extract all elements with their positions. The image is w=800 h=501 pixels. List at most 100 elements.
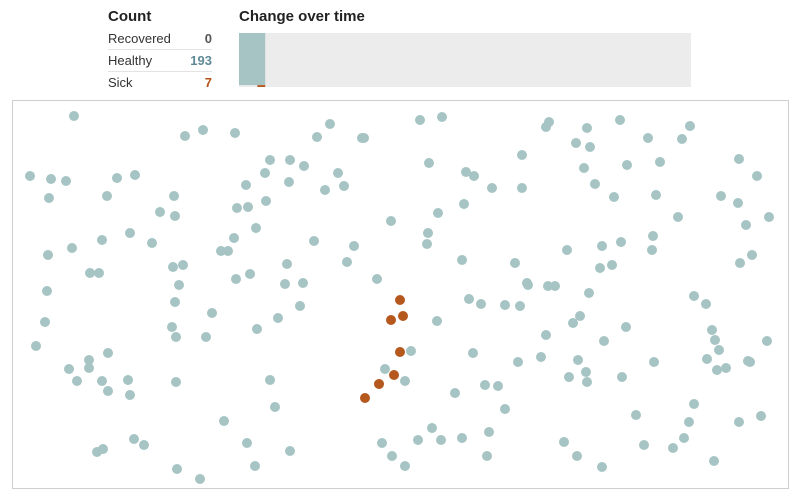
healthy-person-dot [607, 260, 617, 270]
healthy-person-dot [195, 474, 205, 484]
healthy-person-dot [261, 196, 271, 206]
healthy-person-dot [230, 128, 240, 138]
healthy-person-dot [167, 322, 177, 332]
healthy-person-dot [677, 134, 687, 144]
healthy-person-dot [476, 299, 486, 309]
healthy-person-dot [707, 325, 717, 335]
healthy-person-dot [655, 157, 665, 167]
healthy-person-dot [764, 212, 774, 222]
healthy-person-dot [517, 183, 527, 193]
healthy-person-dot [609, 192, 619, 202]
healthy-person-dot [320, 185, 330, 195]
healthy-person-dot [433, 208, 443, 218]
count-value-healthy: 193 [190, 53, 212, 68]
healthy-person-dot [590, 179, 600, 189]
count-value-sick: 7 [204, 75, 212, 90]
healthy-person-dot [735, 258, 745, 268]
healthy-person-dot [536, 352, 546, 362]
healthy-person-dot [298, 278, 308, 288]
healthy-person-dot [572, 451, 582, 461]
healthy-person-dot [72, 376, 82, 386]
healthy-person-dot [559, 437, 569, 447]
healthy-person-dot [309, 236, 319, 246]
healthy-person-dot [380, 364, 390, 374]
healthy-person-dot [178, 260, 188, 270]
healthy-person-dot [243, 202, 253, 212]
healthy-person-dot [123, 375, 133, 385]
healthy-person-dot [201, 332, 211, 342]
simulation-area [12, 100, 789, 489]
count-panel: Count Recovered 0 Healthy 193 Sick 7 [108, 6, 212, 93]
healthy-person-dot [709, 456, 719, 466]
healthy-person-dot [710, 335, 720, 345]
healthy-person-dot [595, 263, 605, 273]
change-over-time-chart [239, 33, 691, 87]
healthy-person-dot [500, 404, 510, 414]
healthy-person-dot [689, 399, 699, 409]
healthy-person-dot [621, 322, 631, 332]
healthy-person-dot [721, 363, 731, 373]
healthy-person-dot [464, 294, 474, 304]
count-title: Count [108, 8, 152, 25]
healthy-person-dot [615, 115, 625, 125]
healthy-person-dot [97, 235, 107, 245]
healthy-person-dot [400, 461, 410, 471]
healthy-person-dot [480, 380, 490, 390]
healthy-person-dot [260, 168, 270, 178]
healthy-person-dot [734, 154, 744, 164]
healthy-person-dot [752, 171, 762, 181]
healthy-person-dot [450, 388, 460, 398]
healthy-person-dot [273, 313, 283, 323]
healthy-person-dot [245, 269, 255, 279]
sick-person-dot [374, 379, 384, 389]
count-label-recovered: Recovered [108, 31, 171, 46]
healthy-person-dot [734, 417, 744, 427]
healthy-person-dot [571, 138, 581, 148]
healthy-person-dot [457, 433, 467, 443]
healthy-person-dot [648, 231, 658, 241]
healthy-person-dot [756, 411, 766, 421]
healthy-person-dot [679, 433, 689, 443]
healthy-person-dot [544, 117, 554, 127]
healthy-person-dot [415, 115, 425, 125]
healthy-person-dot [285, 155, 295, 165]
healthy-person-dot [125, 390, 135, 400]
healthy-person-dot [44, 193, 54, 203]
healthy-person-dot [112, 173, 122, 183]
healthy-person-dot [422, 239, 432, 249]
healthy-person-dot [387, 451, 397, 461]
healthy-person-dot [575, 311, 585, 321]
healthy-person-dot [339, 181, 349, 191]
healthy-person-dot [581, 367, 591, 377]
healthy-person-dot [172, 464, 182, 474]
healthy-person-dot [747, 250, 757, 260]
healthy-person-dot [599, 336, 609, 346]
count-label-sick: Sick [108, 75, 133, 90]
healthy-person-dot [468, 348, 478, 358]
healthy-person-dot [102, 191, 112, 201]
sick-person-dot [389, 370, 399, 380]
healthy-person-dot [231, 274, 241, 284]
healthy-person-dot [223, 246, 233, 256]
sick-person-dot [360, 393, 370, 403]
healthy-person-dot [522, 278, 532, 288]
healthy-person-dot [333, 168, 343, 178]
healthy-person-dot [406, 346, 416, 356]
healthy-person-dot [568, 318, 578, 328]
healthy-person-dot [651, 190, 661, 200]
healthy-person-dot [427, 423, 437, 433]
healthy-person-dot [639, 440, 649, 450]
healthy-person-dot [743, 356, 753, 366]
healthy-person-dot [437, 112, 447, 122]
healthy-person-dot [284, 177, 294, 187]
sick-person-dot [395, 347, 405, 357]
healthy-person-dot [46, 174, 56, 184]
healthy-person-dot [457, 255, 467, 265]
healthy-person-dot [198, 125, 208, 135]
healthy-person-dot [130, 170, 140, 180]
healthy-person-dot [733, 198, 743, 208]
healthy-person-dot [299, 161, 309, 171]
healthy-person-dot [342, 257, 352, 267]
healthy-person-dot [484, 427, 494, 437]
count-value-recovered: 0 [204, 31, 212, 46]
